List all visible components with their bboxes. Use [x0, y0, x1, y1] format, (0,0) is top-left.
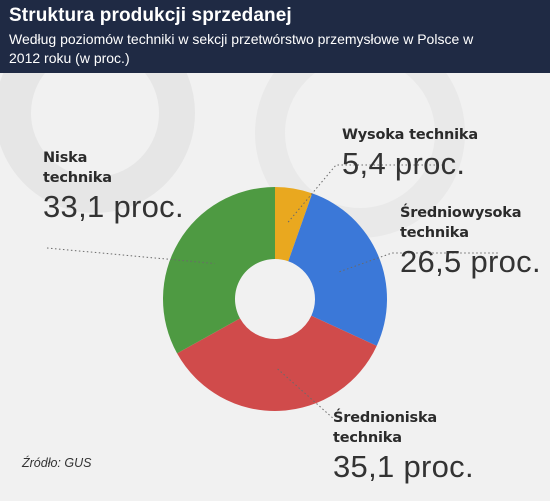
- chart-subtitle: Według poziomów techniki w sekcji przetw…: [9, 31, 474, 66]
- label-value: 35,1 proc.: [333, 449, 474, 484]
- label-value: 26,5 proc.: [400, 244, 541, 279]
- slice-sredniowysoka: [288, 193, 388, 346]
- chart-header: Struktura produkcji sprzedanej Według po…: [0, 0, 550, 73]
- donut-chart: [0, 73, 498, 421]
- label-name: Średniowysoka: [400, 205, 522, 221]
- leader-line: [277, 368, 336, 421]
- label-name: Niska: [43, 150, 88, 166]
- label-name-line2: technika: [400, 225, 469, 241]
- label-name-line2: technika: [333, 430, 402, 446]
- label-wysoka: Wysoka technika 5,4 proc.: [342, 125, 478, 183]
- leader-lines: [46, 164, 498, 421]
- watermark-ring: [0, 73, 195, 213]
- label-niska: Niska technika 33,1 proc.: [43, 148, 184, 226]
- chart-area: Wysoka technika 5,4 proc. Średniowysoka …: [0, 73, 550, 501]
- donut-slices: [163, 187, 388, 412]
- label-sredniowysoka: Średniowysoka technika 26,5 proc.: [400, 203, 541, 281]
- label-name-line2: technika: [43, 170, 112, 186]
- source-note: Źródło: GUS: [22, 456, 92, 470]
- watermark-ring-2: [255, 73, 465, 238]
- label-value: 5,4 proc.: [342, 146, 466, 181]
- label-name: Wysoka technika: [342, 127, 478, 143]
- slice-srednioniska: [177, 315, 377, 412]
- leader-line: [287, 164, 444, 223]
- leader-line: [46, 247, 215, 264]
- label-srednioniska: Średnioniska technika 35,1 proc.: [333, 408, 474, 486]
- slice-niska: [163, 187, 275, 354]
- slice-wysoka: [275, 187, 313, 262]
- label-value: 33,1 proc.: [43, 189, 184, 224]
- chart-title: Struktura produkcji sprzedanej: [9, 5, 292, 26]
- label-name: Średnioniska: [333, 410, 438, 426]
